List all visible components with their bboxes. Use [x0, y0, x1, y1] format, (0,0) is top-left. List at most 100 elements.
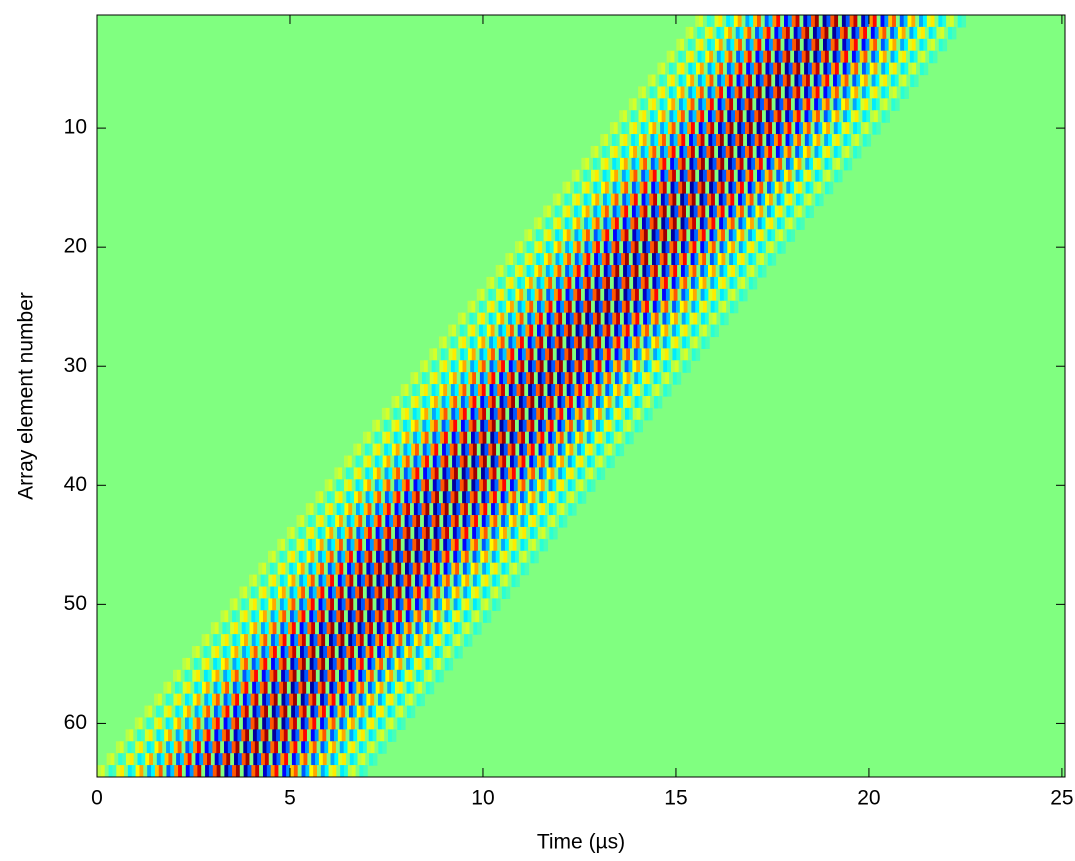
- heat-cell: [752, 98, 756, 111]
- heat-cell: [661, 194, 665, 207]
- heat-cell: [566, 313, 570, 326]
- heat-cell: [523, 289, 527, 302]
- heat-cell: [183, 682, 187, 695]
- heat-cell: [962, 15, 966, 28]
- heat-cell: [762, 86, 766, 99]
- heat-cell: [581, 289, 585, 302]
- heat-cell: [623, 372, 627, 385]
- heat-cell: [491, 325, 495, 338]
- heat-cell: [224, 610, 228, 623]
- heat-cell: [895, 75, 899, 88]
- heat-cell: [468, 348, 472, 361]
- heat-cell: [315, 622, 319, 635]
- heat-cell: [914, 75, 918, 88]
- heat-cell: [794, 27, 798, 40]
- heat-cell: [852, 75, 856, 88]
- heat-cell: [126, 729, 130, 742]
- heat-cell: [403, 444, 407, 457]
- heat-cell: [375, 587, 379, 600]
- heat-cell: [195, 706, 199, 719]
- heat-cell: [504, 575, 508, 588]
- heat-cell: [496, 396, 500, 409]
- heat-cell: [874, 86, 878, 99]
- heat-cell: [287, 551, 291, 564]
- heat-cell: [464, 479, 468, 492]
- heat-cell: [506, 325, 510, 338]
- heat-cell: [693, 241, 697, 254]
- heat-cell: [623, 134, 627, 147]
- heat-cell: [192, 646, 196, 659]
- heat-cell: [570, 206, 574, 219]
- heat-cell: [800, 39, 804, 52]
- heat-cell: [428, 408, 432, 421]
- heat-cell: [627, 241, 631, 254]
- heat-cell: [364, 658, 368, 671]
- heat-cell: [817, 51, 821, 64]
- heat-cell: [847, 134, 851, 147]
- heat-cell: [309, 563, 313, 576]
- heat-cell: [143, 741, 147, 754]
- heat-cell: [319, 729, 323, 742]
- heat-cell: [442, 622, 446, 635]
- heat-cell: [927, 39, 931, 52]
- heat-cell: [782, 134, 786, 147]
- heat-cell: [298, 682, 302, 695]
- heat-cell: [331, 539, 335, 552]
- heat-cell: [552, 277, 556, 290]
- heat-cell: [666, 241, 670, 254]
- heat-cell: [759, 182, 763, 195]
- heat-cell: [480, 372, 484, 385]
- heat-cell: [438, 598, 442, 611]
- heat-cell: [599, 325, 603, 338]
- heat-cell: [471, 610, 475, 623]
- heat-cell: [461, 551, 465, 564]
- heat-cell: [272, 706, 276, 719]
- heat-cell: [692, 194, 696, 207]
- heat-cell: [537, 479, 541, 492]
- heat-cell: [681, 110, 685, 123]
- heat-cell: [419, 622, 423, 635]
- heat-cell: [821, 182, 825, 195]
- heat-cell: [378, 694, 382, 707]
- heat-cell: [462, 491, 466, 504]
- heat-cell: [714, 277, 718, 290]
- heat-cell: [535, 336, 539, 349]
- heat-cell: [700, 86, 704, 99]
- heat-cell: [429, 503, 433, 516]
- heat-cell: [397, 717, 401, 730]
- heat-cell: [355, 717, 359, 730]
- heat-cell: [130, 753, 134, 766]
- heat-cell: [902, 51, 906, 64]
- heat-cell: [694, 336, 698, 349]
- heat-cell: [515, 372, 519, 385]
- heat-cell: [393, 491, 397, 504]
- heat-cell: [422, 527, 426, 540]
- heat-cell: [518, 301, 522, 314]
- heat-cell: [312, 717, 316, 730]
- heat-cell: [498, 587, 502, 600]
- heat-cell: [348, 765, 352, 778]
- heat-cell: [271, 634, 275, 647]
- heat-cell: [207, 753, 211, 766]
- heat-cell: [638, 194, 642, 207]
- heat-cell: [313, 765, 317, 778]
- heat-cell: [254, 717, 258, 730]
- heat-cell: [551, 467, 555, 480]
- heat-cell: [425, 503, 429, 516]
- heat-cell: [270, 670, 274, 683]
- heat-cell: [700, 241, 704, 254]
- heat-cell: [396, 444, 400, 457]
- heat-cell: [760, 253, 764, 266]
- heat-cell: [190, 765, 194, 778]
- heat-cell: [311, 575, 315, 588]
- heat-cell: [628, 384, 632, 397]
- heat-cell: [378, 515, 382, 528]
- heat-cell: [816, 134, 820, 147]
- heat-cell: [354, 646, 358, 659]
- heat-cell: [510, 277, 514, 290]
- heat-cell: [738, 217, 742, 230]
- heat-cell: [425, 432, 429, 445]
- heat-cell: [388, 575, 392, 588]
- heat-cell: [407, 527, 411, 540]
- heat-cell: [534, 420, 538, 433]
